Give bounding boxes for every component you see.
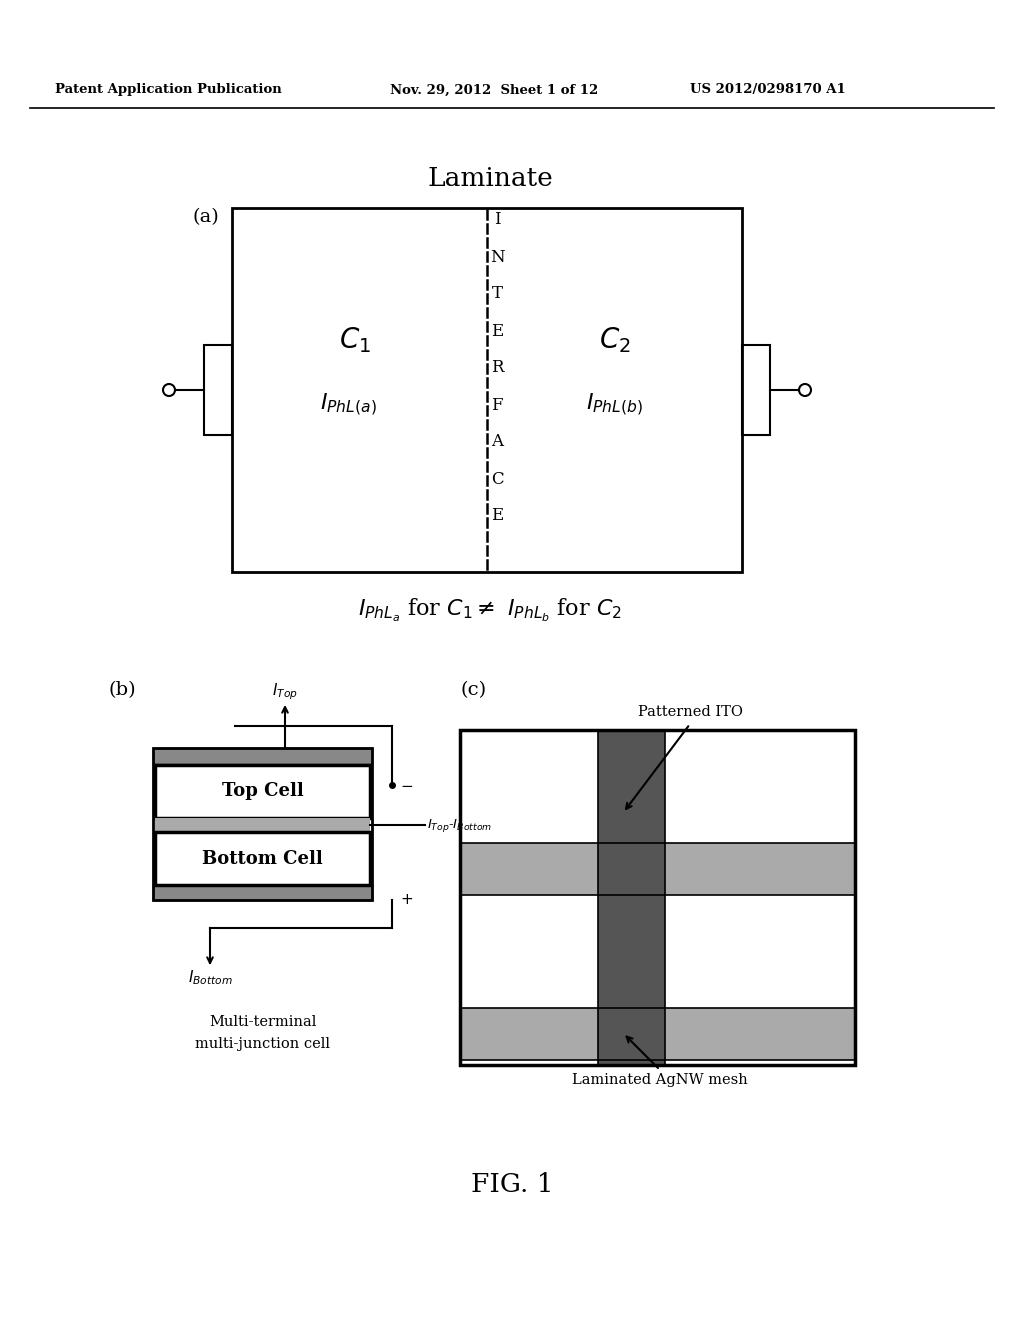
Text: Laminate: Laminate bbox=[427, 165, 553, 190]
Text: $+$: $+$ bbox=[400, 894, 413, 907]
Text: R: R bbox=[490, 359, 503, 376]
Text: Multi-terminal: Multi-terminal bbox=[209, 1015, 316, 1030]
Text: $C_2$: $C_2$ bbox=[599, 325, 631, 355]
Text: $I_{PhL(a)}$: $I_{PhL(a)}$ bbox=[319, 392, 377, 418]
Text: $I_{Top}$-$I_{Bottom}$: $I_{Top}$-$I_{Bottom}$ bbox=[427, 817, 493, 833]
Bar bbox=[742, 345, 770, 436]
Bar bbox=[665, 1008, 855, 1060]
Text: I: I bbox=[494, 211, 501, 228]
Text: US 2012/0298170 A1: US 2012/0298170 A1 bbox=[690, 83, 846, 96]
Text: $I_{Top}$: $I_{Top}$ bbox=[272, 681, 298, 702]
Text: $I_{PhL_a}$ for $C_1 \neq\ I_{PhL_b}$ for $C_2$: $I_{PhL_a}$ for $C_1 \neq\ I_{PhL_b}$ fo… bbox=[358, 597, 622, 623]
Bar bbox=[155, 832, 370, 884]
Text: (a): (a) bbox=[193, 209, 219, 226]
Text: Patent Application Publication: Patent Application Publication bbox=[55, 83, 282, 96]
Text: (b): (b) bbox=[108, 681, 135, 700]
Bar bbox=[665, 843, 855, 895]
Bar bbox=[232, 209, 742, 572]
Bar bbox=[460, 730, 855, 1065]
Text: (c): (c) bbox=[460, 681, 486, 700]
Text: Bottom Cell: Bottom Cell bbox=[202, 850, 323, 867]
Bar bbox=[460, 1008, 598, 1060]
Bar bbox=[598, 730, 665, 1065]
Bar bbox=[460, 730, 855, 1065]
Text: A: A bbox=[490, 433, 503, 450]
Text: Nov. 29, 2012  Sheet 1 of 12: Nov. 29, 2012 Sheet 1 of 12 bbox=[390, 83, 598, 96]
Bar bbox=[155, 766, 370, 818]
Text: multi-junction cell: multi-junction cell bbox=[195, 1038, 330, 1051]
Text: FIG. 1: FIG. 1 bbox=[471, 1172, 553, 1197]
Text: Patterned ITO: Patterned ITO bbox=[638, 705, 742, 719]
Text: E: E bbox=[490, 507, 503, 524]
Text: $I_{Bottom}$: $I_{Bottom}$ bbox=[187, 969, 232, 987]
Text: $-$: $-$ bbox=[400, 777, 413, 792]
Bar bbox=[204, 345, 232, 436]
Text: F: F bbox=[492, 396, 503, 413]
Bar bbox=[155, 818, 370, 832]
Text: Laminated AgNW mesh: Laminated AgNW mesh bbox=[572, 1073, 748, 1086]
Text: N: N bbox=[489, 248, 504, 265]
Text: T: T bbox=[492, 285, 503, 302]
Text: $C_1$: $C_1$ bbox=[339, 325, 371, 355]
Text: Top Cell: Top Cell bbox=[221, 783, 303, 800]
Bar bbox=[460, 843, 598, 895]
Text: $I_{PhL(b)}$: $I_{PhL(b)}$ bbox=[587, 392, 644, 418]
Bar bbox=[153, 748, 372, 900]
Text: E: E bbox=[490, 322, 503, 339]
Text: C: C bbox=[490, 470, 504, 487]
Bar bbox=[153, 748, 372, 764]
Bar bbox=[153, 884, 372, 900]
